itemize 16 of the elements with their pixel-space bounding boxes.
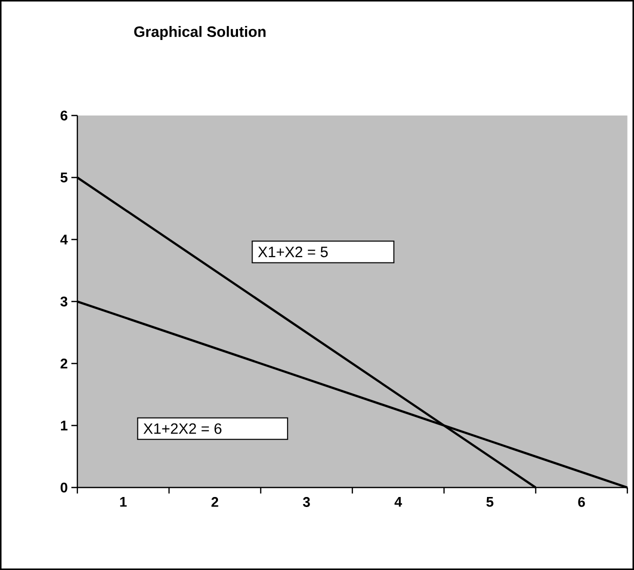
x-tick-label: 4 — [394, 497, 402, 507]
legend-label: X1+X2 = 5 — [258, 246, 328, 258]
x-tick-label: 3 — [302, 497, 310, 507]
y-tick-label: 2 — [60, 358, 68, 368]
y-tick-label: 3 — [60, 296, 68, 306]
y-tick-label: 6 — [60, 110, 68, 120]
y-tick-label: 1 — [60, 420, 68, 430]
y-tick-label: 4 — [60, 234, 68, 244]
x-tick-label: 5 — [486, 497, 494, 507]
y-tick-label: 0 — [60, 482, 68, 492]
legend-label: X1+2X2 = 6 — [143, 423, 222, 434]
y-tick-label: 5 — [60, 172, 68, 182]
chart-title: Graphical Solution — [134, 26, 266, 40]
x-tick-label: 1 — [120, 497, 127, 507]
x-tick-label: 6 — [578, 497, 585, 507]
x-tick-label: 2 — [211, 497, 218, 507]
